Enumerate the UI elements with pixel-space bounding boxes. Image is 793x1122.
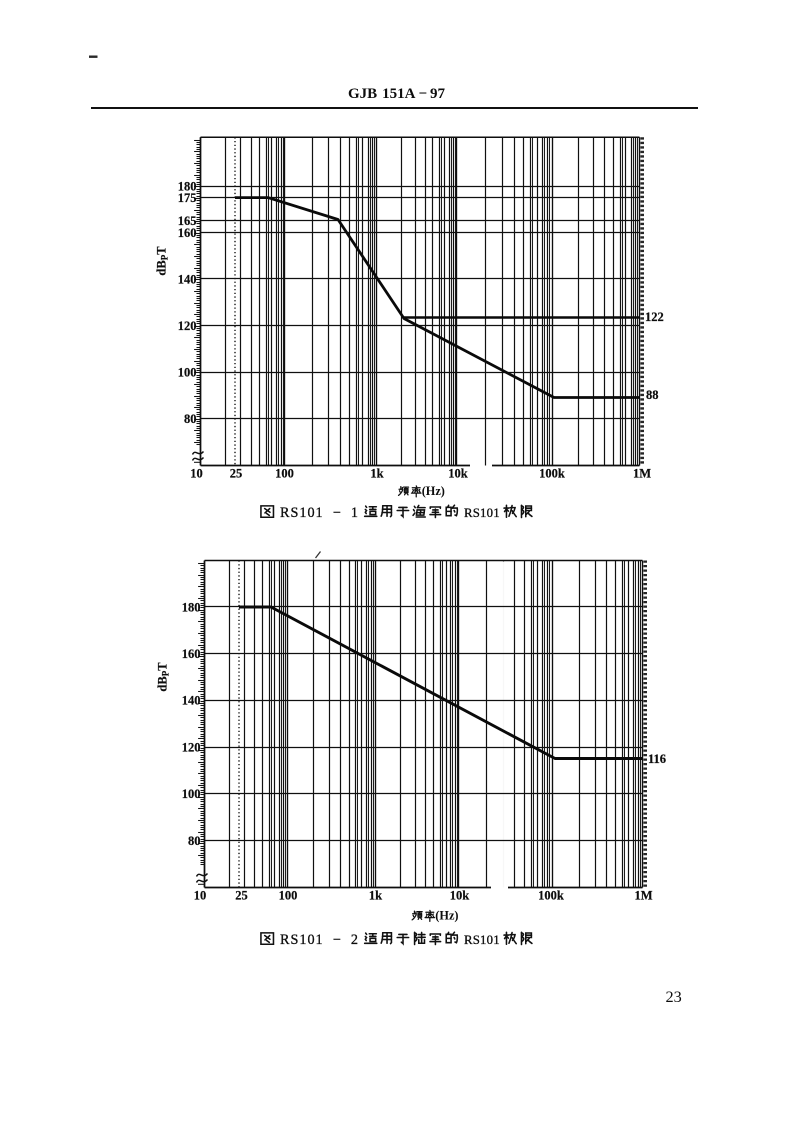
svg-text:25: 25 xyxy=(235,889,248,903)
svg-text:160: 160 xyxy=(182,647,201,661)
svg-text:100: 100 xyxy=(275,466,294,480)
svg-text:88: 88 xyxy=(646,388,659,402)
svg-text:100: 100 xyxy=(279,889,298,903)
svg-text:dBPT: dBPT xyxy=(156,662,171,692)
svg-text:10k: 10k xyxy=(448,466,468,480)
svg-text:116: 116 xyxy=(648,752,666,766)
svg-text:(Hz): (Hz) xyxy=(422,484,445,498)
svg-text:80: 80 xyxy=(188,834,201,848)
svg-text:160: 160 xyxy=(178,226,197,240)
svg-text:140: 140 xyxy=(182,694,201,708)
svg-text:10k: 10k xyxy=(450,889,470,903)
svg-text:1k: 1k xyxy=(370,466,383,480)
svg-text:100: 100 xyxy=(182,787,201,801)
svg-text:RS101 − 1: RS101 − 1 xyxy=(280,505,359,521)
svg-text:RS101: RS101 xyxy=(464,933,500,947)
svg-text:140: 140 xyxy=(178,272,197,286)
svg-text:RS101 − 2: RS101 − 2 xyxy=(280,932,359,948)
svg-text:180: 180 xyxy=(178,179,197,193)
svg-text:10: 10 xyxy=(194,889,207,903)
svg-text:122: 122 xyxy=(645,310,664,324)
svg-text:RS101: RS101 xyxy=(464,506,500,520)
svg-text:165: 165 xyxy=(178,214,197,228)
svg-text:dBPT: dBPT xyxy=(155,246,170,276)
svg-text:175: 175 xyxy=(178,191,197,205)
svg-text:180: 180 xyxy=(182,600,201,614)
svg-text:1k: 1k xyxy=(369,889,382,903)
svg-text:10: 10 xyxy=(190,466,203,480)
svg-text:80: 80 xyxy=(184,412,197,426)
svg-text:100: 100 xyxy=(178,365,197,379)
svg-text:1M: 1M xyxy=(634,889,652,903)
svg-text:100k: 100k xyxy=(538,889,564,903)
svg-text:120: 120 xyxy=(182,740,201,754)
svg-text:1M: 1M xyxy=(633,466,651,480)
svg-text:120: 120 xyxy=(178,319,197,333)
svg-text:(Hz): (Hz) xyxy=(435,909,458,923)
svg-text:100k: 100k xyxy=(539,466,565,480)
svg-text:25: 25 xyxy=(230,466,243,480)
